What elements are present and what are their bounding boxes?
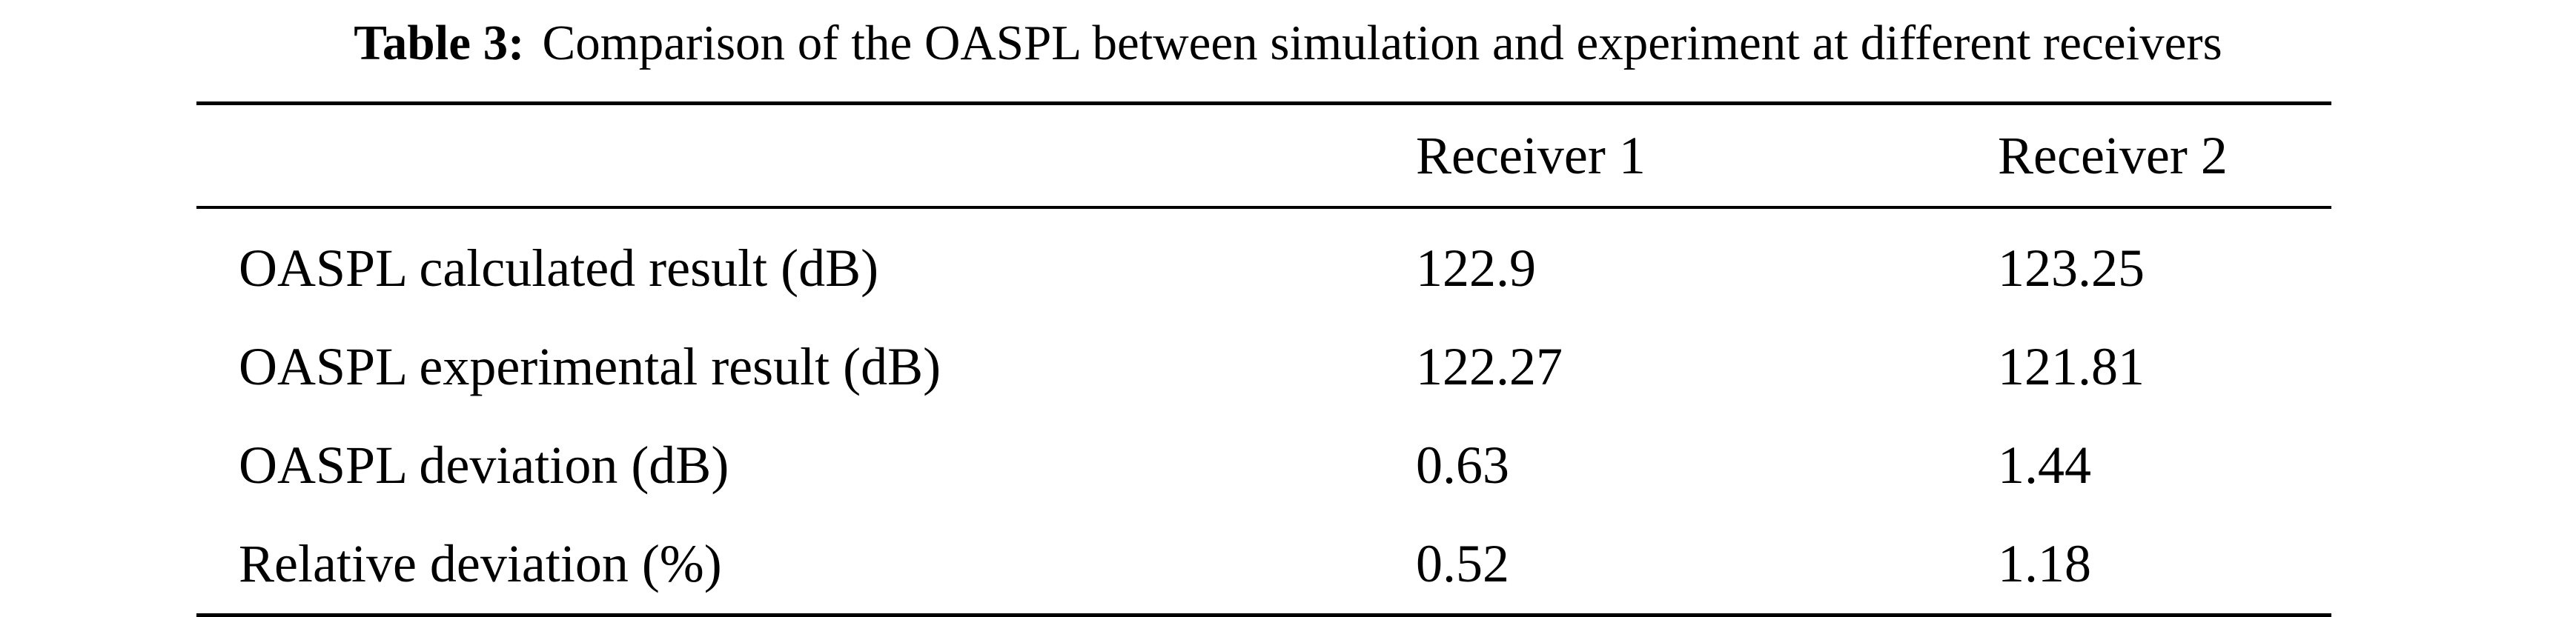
cell-receiver-2: 1.18 <box>1998 515 2331 617</box>
cell-receiver-2: 1.44 <box>1998 436 2091 495</box>
column-header-label <box>196 101 1416 209</box>
cell-receiver-1: 122.27 <box>1416 337 1563 396</box>
cell-receiver-2: 121.81 <box>1998 337 2145 396</box>
table-row: Relative deviation (%) 0.52 1.18 <box>196 515 2331 617</box>
row-label: Relative deviation (%) <box>196 515 1416 617</box>
table-container: Receiver 1 Receiver 2 OASPL calculated r… <box>196 101 2331 617</box>
row-label: OASPL experimental result (dB) <box>239 337 941 396</box>
column-header-receiver-2: Receiver 2 <box>1998 101 2331 209</box>
table-row: OASPL deviation (dB) 0.63 1.44 <box>196 416 2331 515</box>
row-label: OASPL deviation (dB) <box>239 436 729 495</box>
table-caption-text: Comparison of the OASPL between simulati… <box>542 16 2222 70</box>
cell-receiver-2: 123.25 <box>1998 239 2145 298</box>
cell-receiver-1: 0.52 <box>1416 515 1998 617</box>
row-label: OASPL calculated result (dB) <box>239 239 879 298</box>
table-header-row: Receiver 1 Receiver 2 <box>196 101 2331 209</box>
cell-receiver-1: 122.9 <box>1416 239 1536 298</box>
cell-receiver-1: 0.63 <box>1416 436 1509 495</box>
oaspl-comparison-table: Receiver 1 Receiver 2 OASPL calculated r… <box>196 101 2331 617</box>
column-header-receiver-1: Receiver 1 <box>1416 101 1998 209</box>
table-caption-label: Table 3: <box>354 16 525 70</box>
table-row: OASPL experimental result (dB) 122.27 12… <box>196 318 2331 416</box>
table-caption: Table 3: Comparison of the OASPL between … <box>0 13 2576 73</box>
table-row: OASPL calculated result (dB) 122.9 123.2… <box>196 207 2331 318</box>
